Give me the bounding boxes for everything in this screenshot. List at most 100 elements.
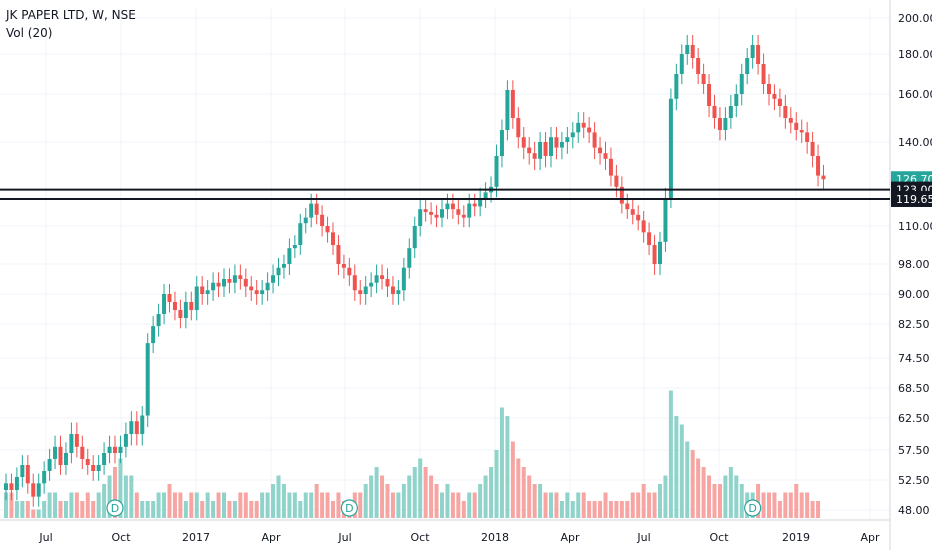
- volume-bar: [532, 484, 537, 518]
- volume-bar: [200, 501, 205, 518]
- volume-bar: [216, 492, 221, 518]
- candle-body: [570, 132, 575, 138]
- volume-bar: [232, 501, 237, 518]
- candle-body: [821, 175, 826, 180]
- candle-body: [701, 74, 706, 84]
- volume-bar: [429, 475, 434, 518]
- volume-bar: [211, 501, 216, 518]
- y-tick-label: 110.00: [898, 220, 932, 233]
- candle-body: [685, 45, 690, 54]
- candle-body: [254, 290, 259, 294]
- x-tick-label: Apr: [560, 531, 580, 544]
- volume-bar: [625, 501, 630, 518]
- volume-bar: [685, 441, 690, 518]
- candle-body: [690, 45, 695, 58]
- volume-bar: [331, 501, 335, 518]
- volume-bar: [788, 492, 793, 518]
- candle-body: [679, 54, 684, 74]
- volume-bar: [113, 467, 117, 518]
- volume-bar: [31, 509, 36, 518]
- candle-body: [647, 232, 652, 245]
- y-tick-label: 48.00: [898, 504, 930, 517]
- volume-bar: [538, 484, 543, 518]
- candle-body: [178, 310, 183, 318]
- candle-body: [243, 279, 248, 287]
- candle-body: [777, 98, 782, 106]
- candle-body: [194, 286, 199, 310]
- volume-bar: [412, 467, 417, 518]
- candle-body: [107, 446, 112, 453]
- candle-body: [336, 245, 341, 264]
- volume-bar: [407, 475, 412, 518]
- candle-body: [608, 158, 613, 176]
- volume-bar: [145, 501, 150, 518]
- volume-bar: [314, 484, 319, 518]
- dividend-marker-label: D: [748, 502, 756, 515]
- volume-bar: [151, 501, 156, 518]
- volume-bar: [598, 501, 603, 518]
- candle-body: [96, 465, 101, 471]
- candle-body: [260, 290, 265, 294]
- y-tick-label: 140.00: [898, 136, 932, 149]
- volume-bar: [756, 484, 761, 518]
- volume-bar: [14, 501, 19, 518]
- volume-bar: [287, 492, 292, 518]
- volume-bar: [690, 450, 695, 518]
- candle-body: [516, 118, 521, 138]
- volume-bar: [570, 501, 575, 518]
- candle-body: [358, 290, 363, 294]
- volume-bar: [222, 492, 226, 518]
- candle-body: [717, 118, 722, 130]
- candle-body: [238, 275, 243, 279]
- candle-body: [53, 446, 58, 459]
- candle-body: [390, 286, 395, 294]
- volume-bar: [767, 492, 771, 518]
- candle-body: [478, 198, 483, 207]
- candle-body: [25, 465, 30, 484]
- volume-bar: [309, 492, 314, 518]
- volume-bar: [521, 467, 526, 518]
- candle-body: [418, 209, 423, 226]
- volume-bar: [717, 484, 722, 518]
- candle-body: [521, 137, 526, 148]
- volume-bar: [581, 492, 586, 518]
- candle-body: [663, 198, 668, 242]
- candle-body: [331, 232, 335, 245]
- candle-body: [58, 446, 63, 465]
- volume-bar: [102, 484, 107, 518]
- candle-body: [456, 209, 461, 215]
- candle-body: [658, 241, 662, 264]
- volume-bar: [728, 467, 733, 518]
- x-tick-label: Oct: [111, 531, 131, 544]
- candle-body: [805, 132, 810, 142]
- candle-body: [341, 264, 346, 268]
- candle-body: [292, 245, 297, 249]
- y-tick-label: 90.00: [898, 288, 930, 301]
- candle-body: [712, 106, 717, 118]
- candle-body: [494, 156, 499, 187]
- volume-bar: [4, 492, 8, 518]
- candle-body: [91, 465, 96, 471]
- candle-body: [9, 483, 14, 490]
- candle-body: [63, 453, 68, 465]
- volume-bar: [140, 501, 145, 518]
- candle-body: [756, 45, 761, 64]
- volume-bar: [663, 475, 668, 518]
- y-tick-label: 57.50: [898, 444, 930, 457]
- volume-bar: [587, 501, 592, 518]
- candle-body: [80, 446, 85, 459]
- candle-body: [134, 421, 139, 434]
- volume-bar: [527, 475, 532, 518]
- volume-bar: [603, 492, 608, 518]
- candle-body: [401, 267, 406, 291]
- candle-body: [510, 90, 515, 118]
- x-tick-label: Apr: [261, 531, 281, 544]
- volume-bar: [516, 458, 521, 518]
- candle-body: [472, 203, 477, 207]
- candle-body: [505, 90, 510, 130]
- candle-body: [423, 209, 428, 212]
- volume-bar: [401, 484, 406, 518]
- volume-bar: [254, 501, 259, 518]
- candle-body: [74, 434, 79, 447]
